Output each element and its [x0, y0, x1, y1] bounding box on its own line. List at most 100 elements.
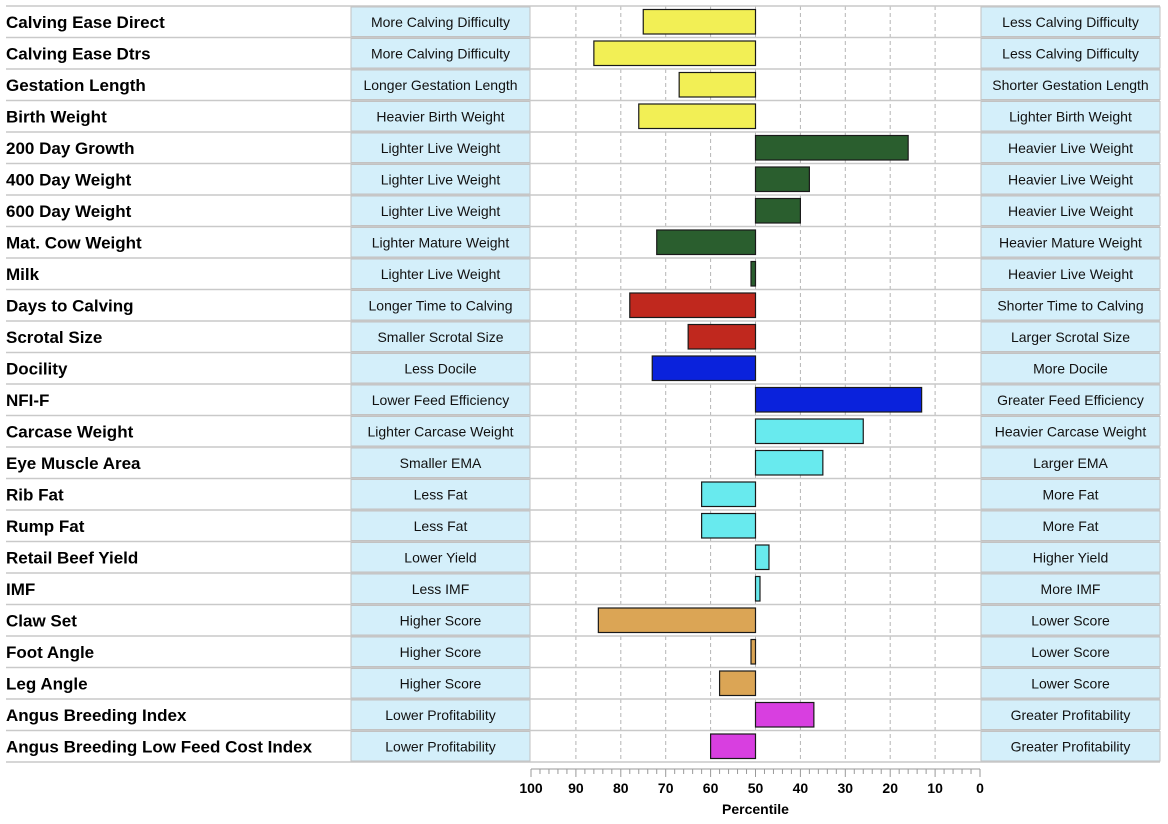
low-descriptor-label: Lighter Live Weight: [381, 203, 501, 219]
trait-label: 200 Day Growth: [6, 139, 135, 158]
low-descriptor-label: Less IMF: [412, 581, 470, 597]
high-descriptor-label: Higher Yield: [1033, 549, 1109, 565]
trait-label: Gestation Length: [6, 76, 146, 95]
low-descriptor-label: Less Docile: [404, 360, 477, 376]
high-descriptor-box: [980, 227, 1161, 258]
low-descriptor-label: Heavier Birth Weight: [376, 108, 504, 124]
trait-label: Eye Muscle Area: [6, 454, 141, 473]
high-descriptor-box: [980, 605, 1161, 636]
low-descriptor-label: Lower Profitability: [385, 738, 496, 754]
low-descriptor-box: [350, 636, 531, 667]
high-descriptor-label: Lower Score: [1031, 644, 1110, 660]
high-descriptor-box: [980, 353, 1161, 384]
x-tick-label: 70: [658, 780, 674, 796]
low-descriptor-label: Less Fat: [414, 486, 468, 502]
percentile-bar: [754, 449, 824, 476]
chart-row: Angus Breeding Low Feed Cost Index Lower …: [6, 731, 1161, 762]
percentile-bar: [754, 701, 815, 728]
chart-row: Calving Ease Direct More Calving Difficul…: [6, 6, 1161, 37]
low-descriptor-box: [350, 416, 531, 447]
high-descriptor-label: Greater Profitability: [1011, 738, 1131, 754]
low-descriptor-box: [350, 384, 531, 415]
percentile-bar: [651, 355, 757, 382]
trait-label: 600 Day Weight: [6, 202, 132, 221]
x-tick-label: 10: [927, 780, 943, 796]
low-descriptor-label: More Calving Difficulty: [371, 14, 510, 30]
percentile-bar: [750, 638, 757, 665]
percentile-bar: [597, 607, 757, 634]
chart-row: Days to Calving Longer Time to Calving Sho…: [6, 290, 1161, 321]
high-descriptor-box: [980, 573, 1161, 604]
low-descriptor-box: [350, 605, 531, 636]
low-descriptor-box: [350, 321, 531, 352]
low-descriptor-label: Higher Score: [400, 612, 482, 628]
low-descriptor-box: [350, 510, 531, 541]
low-descriptor-box: [350, 290, 531, 321]
chart-row: Scrotal Size Smaller Scrotal Size Larger S…: [6, 321, 1161, 352]
x-tick-label: 30: [838, 780, 854, 796]
low-descriptor-label: Higher Score: [400, 675, 482, 691]
rows-layer: Calving Ease Direct More Calving Difficul…: [6, 5, 1161, 763]
low-descriptor-box: [350, 38, 531, 69]
low-descriptor-box: [350, 101, 531, 132]
chart-row: Docility Less Docile More Docile: [6, 353, 1161, 384]
low-descriptor-box: [350, 132, 531, 163]
chart-row: Claw Set Higher Score Lower Score: [6, 605, 1161, 636]
chart-row: Milk Lighter Live Weight Heavier Live Weig…: [6, 258, 1161, 289]
high-descriptor-box: [980, 731, 1161, 762]
chart-row: Calving Ease Dtrs More Calving Difficulty…: [6, 38, 1161, 69]
trait-label: NFI-F: [6, 391, 49, 410]
low-descriptor-box: [350, 69, 531, 100]
chart-row: Leg Angle Higher Score Lower Score: [6, 668, 1161, 699]
trait-label: Milk: [6, 265, 40, 284]
percentile-bar: [638, 103, 757, 130]
x-tick-label: 0: [976, 780, 984, 796]
trait-label: Foot Angle: [6, 643, 94, 662]
high-descriptor-label: More IMF: [1041, 581, 1101, 597]
low-descriptor-box: [350, 164, 531, 195]
low-descriptor-box: [350, 542, 531, 573]
percentile-bar: [593, 40, 757, 67]
trait-label: 400 Day Weight: [6, 170, 132, 189]
percentile-bar: [701, 512, 757, 539]
low-descriptor-box: [350, 573, 531, 604]
high-descriptor-box: [980, 258, 1161, 289]
trait-label: Birth Weight: [6, 107, 107, 126]
high-descriptor-label: Greater Profitability: [1011, 707, 1131, 723]
high-descriptor-box: [980, 542, 1161, 573]
percentile-bar: [754, 386, 923, 413]
x-tick-label: 90: [568, 780, 584, 796]
trait-label: Angus Breeding Low Feed Cost Index: [6, 737, 313, 756]
percentile-bar: [754, 418, 864, 445]
x-axis: 100 90 80 70 60 50 40 30 20 10 0: [519, 768, 984, 796]
high-descriptor-label: Less Calving Difficulty: [1002, 45, 1139, 61]
chart-row: 600 Day Weight Lighter Live Weight Heavier…: [6, 195, 1161, 226]
trait-label: Claw Set: [6, 611, 77, 630]
high-descriptor-label: Lower Score: [1031, 612, 1110, 628]
chart-row: Carcase Weight Lighter Carcase Weight Heav…: [6, 416, 1161, 447]
trait-label: Rib Fat: [6, 485, 64, 504]
high-descriptor-box: [980, 321, 1161, 352]
low-descriptor-label: Lighter Mature Weight: [372, 234, 510, 250]
trait-label: Retail Beef Yield: [6, 548, 138, 567]
high-descriptor-box: [980, 636, 1161, 667]
trait-label: Leg Angle: [6, 674, 88, 693]
high-descriptor-box: [980, 290, 1161, 321]
high-descriptor-label: Heavier Live Weight: [1008, 171, 1133, 187]
x-tick-label: 40: [793, 780, 809, 796]
low-descriptor-box: [350, 258, 531, 289]
percentile-bar: [687, 323, 757, 350]
low-descriptor-label: Lighter Live Weight: [381, 140, 501, 156]
high-descriptor-label: Shorter Gestation Length: [992, 77, 1148, 93]
low-descriptor-label: Lower Feed Efficiency: [372, 392, 509, 408]
percentile-bar: [709, 733, 757, 760]
trait-label: Calving Ease Direct: [6, 13, 165, 32]
percentile-bar: [754, 134, 909, 161]
trait-label: Scrotal Size: [6, 328, 102, 347]
high-descriptor-box: [980, 668, 1161, 699]
high-descriptor-label: Less Calving Difficulty: [1002, 14, 1139, 30]
x-tick-label: 80: [613, 780, 629, 796]
percentile-bar: [754, 544, 770, 571]
high-descriptor-label: Larger Scrotal Size: [1011, 329, 1130, 345]
high-descriptor-label: More Fat: [1042, 486, 1098, 502]
